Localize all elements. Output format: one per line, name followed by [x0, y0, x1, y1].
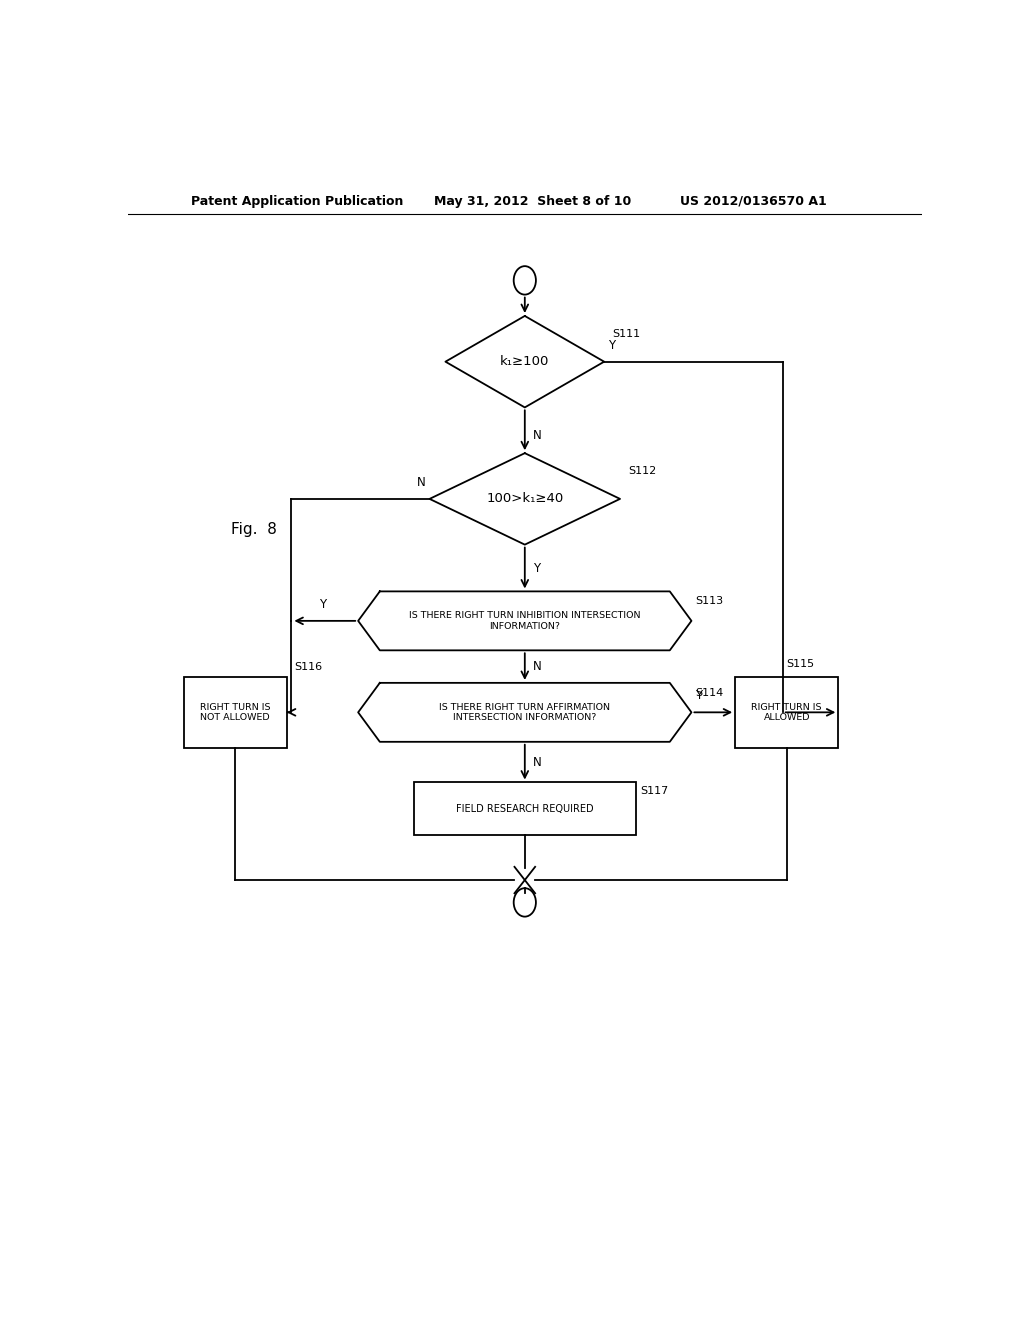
Text: May 31, 2012  Sheet 8 of 10: May 31, 2012 Sheet 8 of 10 — [433, 194, 631, 207]
Text: Y: Y — [319, 598, 327, 611]
Text: S115: S115 — [786, 659, 815, 669]
Text: Y: Y — [532, 561, 540, 574]
Text: N: N — [532, 660, 542, 673]
Text: S116: S116 — [295, 661, 323, 672]
Text: US 2012/0136570 A1: US 2012/0136570 A1 — [680, 194, 826, 207]
Text: 100>k₁≥40: 100>k₁≥40 — [486, 492, 563, 506]
Text: Y: Y — [695, 689, 702, 702]
Text: FIELD RESEARCH REQUIRED: FIELD RESEARCH REQUIRED — [456, 804, 594, 814]
Text: RIGHT TURN IS
NOT ALLOWED: RIGHT TURN IS NOT ALLOWED — [200, 702, 270, 722]
Text: k₁≥100: k₁≥100 — [500, 355, 550, 368]
Text: S117: S117 — [640, 785, 668, 796]
Text: N: N — [532, 755, 542, 768]
Bar — [183, 677, 287, 748]
Bar — [414, 783, 636, 836]
Text: S113: S113 — [695, 597, 724, 606]
Text: Patent Application Publication: Patent Application Publication — [191, 194, 403, 207]
Text: Fig.  8: Fig. 8 — [231, 521, 278, 537]
Text: RIGHT TURN IS
ALLOWED: RIGHT TURN IS ALLOWED — [752, 702, 822, 722]
Text: IS THERE RIGHT TURN INHIBITION INTERSECTION
INFORMATION?: IS THERE RIGHT TURN INHIBITION INTERSECT… — [409, 611, 641, 631]
Text: N: N — [417, 475, 426, 488]
Text: S111: S111 — [612, 329, 640, 339]
Text: IS THERE RIGHT TURN AFFIRMATION
INTERSECTION INFORMATION?: IS THERE RIGHT TURN AFFIRMATION INTERSEC… — [439, 702, 610, 722]
Text: Y: Y — [608, 338, 615, 351]
Text: S112: S112 — [628, 466, 656, 477]
Text: S114: S114 — [695, 688, 724, 697]
Text: N: N — [532, 429, 542, 442]
Bar — [735, 677, 839, 748]
